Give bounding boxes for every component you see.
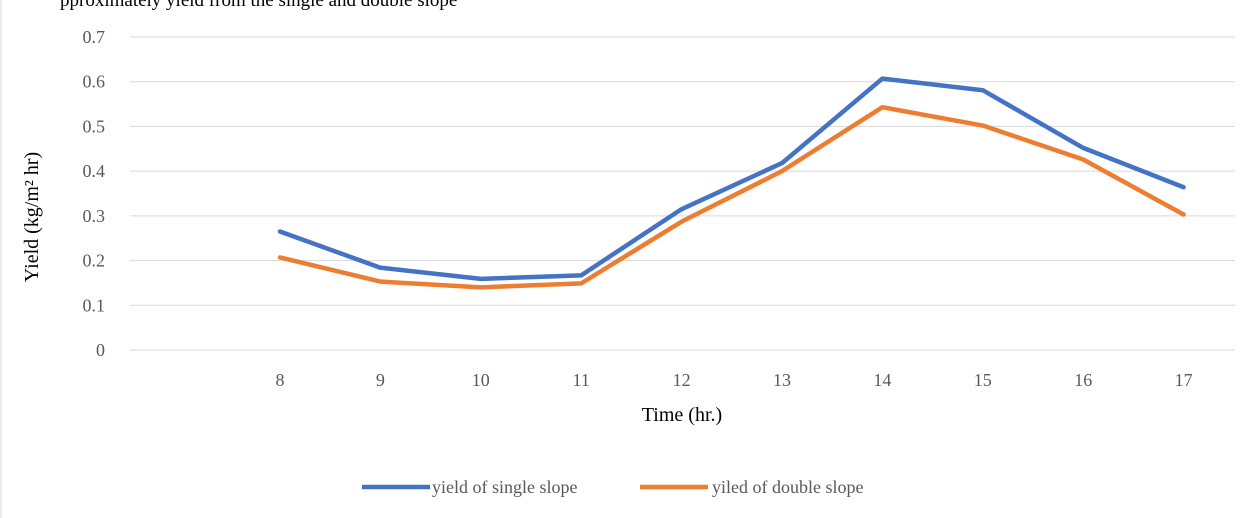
gridlines: [130, 36, 1235, 351]
x-tick-label: 13: [773, 370, 791, 390]
y-axis-ticks: 0 0.1 0.2 0.3 0.4 0.5 0.6 0.7: [83, 27, 106, 360]
x-axis-title: Time (hr.): [642, 404, 722, 426]
x-tick-label: 8: [276, 370, 285, 390]
caption-fragment: pproximately yield from the single and d…: [60, 0, 458, 11]
y-tick-label: 0.2: [83, 251, 106, 271]
y-tick-label: 0.4: [83, 161, 106, 181]
x-tick-label: 15: [974, 370, 992, 390]
x-tick-label: 10: [472, 370, 490, 390]
y-tick-label: 0.6: [83, 72, 106, 92]
y-tick-label: 0.3: [83, 206, 106, 226]
series-line-1: [277, 76, 1186, 282]
y-tick-label: 0.1: [83, 295, 106, 315]
x-tick-label: 12: [673, 370, 691, 390]
y-tick-label: 0: [96, 340, 105, 360]
x-axis-ticks: 8 9 10 11 12 13 14 15 16 17: [276, 370, 1193, 390]
series-lines: [277, 76, 1186, 290]
x-tick-label: 16: [1074, 370, 1092, 390]
x-tick-label: 17: [1175, 370, 1193, 390]
y-axis-title: Yield (kg/m² hr): [21, 152, 43, 282]
legend: yield of single slope yiled of double slo…: [362, 477, 863, 497]
legend-item-2: yiled of double slope: [640, 477, 863, 497]
legend-label: yield of single slope: [432, 477, 577, 497]
x-tick-label: 14: [873, 370, 891, 390]
y-tick-label: 0.5: [83, 116, 106, 136]
series-line-2: [277, 104, 1186, 290]
y-tick-label: 0.7: [83, 27, 106, 47]
legend-label: yiled of double slope: [712, 477, 863, 497]
x-tick-label: 9: [376, 370, 385, 390]
legend-item-1: yield of single slope: [362, 477, 577, 497]
x-tick-label: 11: [573, 370, 590, 390]
